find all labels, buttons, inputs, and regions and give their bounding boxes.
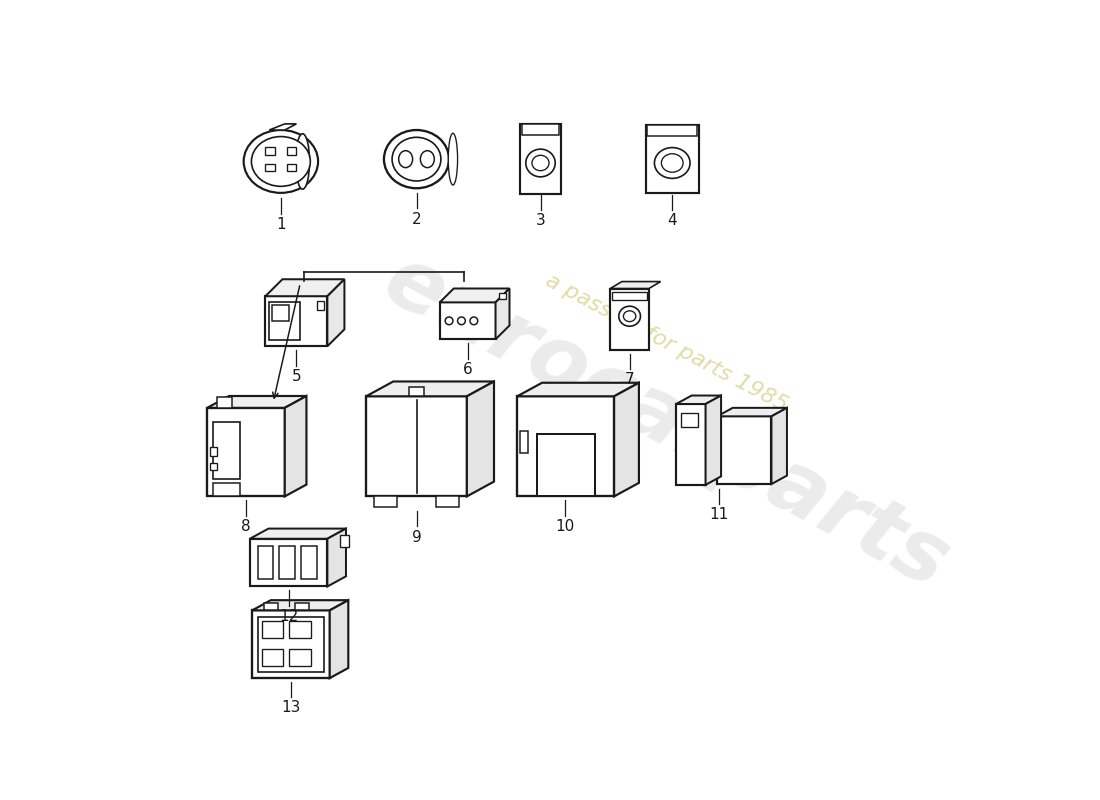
Polygon shape bbox=[517, 396, 614, 496]
Polygon shape bbox=[676, 404, 705, 485]
Bar bbox=[317, 301, 323, 310]
Bar bbox=[257, 546, 273, 578]
Ellipse shape bbox=[470, 317, 477, 325]
Text: 11: 11 bbox=[710, 507, 728, 522]
Text: 5: 5 bbox=[292, 369, 301, 383]
Ellipse shape bbox=[392, 138, 441, 181]
Bar bbox=[217, 397, 232, 408]
Text: 6: 6 bbox=[463, 362, 473, 377]
Polygon shape bbox=[517, 382, 639, 396]
Polygon shape bbox=[252, 600, 349, 610]
Bar bbox=[301, 546, 317, 578]
Polygon shape bbox=[440, 302, 495, 339]
Bar bbox=[537, 434, 595, 496]
Polygon shape bbox=[440, 289, 509, 302]
Ellipse shape bbox=[661, 154, 683, 172]
Bar bbox=[436, 496, 459, 507]
Text: 8: 8 bbox=[241, 518, 251, 534]
Bar bbox=[265, 147, 275, 154]
Ellipse shape bbox=[384, 130, 449, 188]
Ellipse shape bbox=[619, 306, 640, 326]
Bar bbox=[374, 496, 397, 507]
Bar bbox=[270, 302, 300, 340]
Polygon shape bbox=[328, 279, 344, 346]
Polygon shape bbox=[250, 538, 328, 586]
Bar bbox=[262, 621, 283, 638]
Bar bbox=[289, 649, 311, 666]
Bar bbox=[521, 125, 559, 135]
Ellipse shape bbox=[532, 155, 549, 170]
Ellipse shape bbox=[252, 137, 310, 186]
Bar bbox=[289, 621, 311, 638]
Polygon shape bbox=[614, 382, 639, 496]
Polygon shape bbox=[366, 396, 466, 496]
Polygon shape bbox=[250, 529, 346, 538]
Text: 10: 10 bbox=[556, 518, 575, 534]
Polygon shape bbox=[610, 282, 661, 289]
Bar bbox=[681, 414, 697, 427]
Ellipse shape bbox=[446, 317, 453, 325]
Text: 4: 4 bbox=[668, 213, 678, 228]
Bar bbox=[520, 431, 528, 453]
Text: 2: 2 bbox=[411, 211, 421, 226]
Polygon shape bbox=[717, 416, 771, 484]
Ellipse shape bbox=[420, 150, 434, 168]
Bar bbox=[210, 447, 217, 456]
Polygon shape bbox=[265, 279, 344, 296]
Ellipse shape bbox=[244, 130, 318, 193]
Bar bbox=[210, 462, 217, 470]
Ellipse shape bbox=[449, 134, 458, 185]
Bar bbox=[272, 306, 288, 321]
Polygon shape bbox=[207, 396, 307, 408]
Text: 9: 9 bbox=[411, 530, 421, 545]
Bar bbox=[612, 292, 648, 300]
Bar bbox=[213, 422, 240, 479]
Ellipse shape bbox=[398, 150, 412, 168]
Bar bbox=[340, 534, 349, 547]
Ellipse shape bbox=[654, 147, 690, 178]
Polygon shape bbox=[466, 382, 494, 496]
Bar bbox=[520, 125, 561, 194]
Bar bbox=[213, 482, 240, 496]
Polygon shape bbox=[705, 395, 722, 485]
Polygon shape bbox=[285, 396, 307, 496]
Ellipse shape bbox=[526, 149, 556, 177]
Text: 13: 13 bbox=[282, 701, 300, 715]
Bar bbox=[648, 126, 697, 136]
Text: eurocarparts: eurocarparts bbox=[370, 238, 962, 606]
Bar bbox=[265, 164, 275, 171]
Bar bbox=[646, 126, 698, 193]
Text: 12: 12 bbox=[279, 609, 298, 624]
Text: 1: 1 bbox=[276, 217, 286, 232]
Bar bbox=[610, 289, 649, 350]
Ellipse shape bbox=[296, 134, 309, 189]
Bar bbox=[287, 147, 296, 154]
Ellipse shape bbox=[458, 317, 465, 325]
Text: 3: 3 bbox=[536, 213, 546, 228]
Polygon shape bbox=[771, 408, 786, 484]
Polygon shape bbox=[366, 382, 494, 396]
Bar bbox=[264, 602, 278, 610]
Polygon shape bbox=[330, 600, 349, 678]
Ellipse shape bbox=[624, 311, 636, 322]
Polygon shape bbox=[265, 296, 328, 346]
Polygon shape bbox=[676, 395, 722, 404]
Bar bbox=[499, 293, 506, 299]
Bar bbox=[279, 546, 295, 578]
Polygon shape bbox=[495, 289, 509, 339]
Polygon shape bbox=[207, 408, 285, 496]
Bar bbox=[295, 602, 309, 610]
Text: 7: 7 bbox=[625, 373, 635, 387]
Polygon shape bbox=[270, 124, 296, 130]
Bar bbox=[409, 387, 425, 396]
Bar bbox=[258, 617, 323, 672]
Text: a passion for parts 1985: a passion for parts 1985 bbox=[541, 270, 791, 415]
Polygon shape bbox=[717, 408, 786, 416]
Polygon shape bbox=[328, 529, 346, 586]
Polygon shape bbox=[252, 610, 330, 678]
Bar bbox=[287, 164, 296, 171]
Bar bbox=[262, 649, 283, 666]
